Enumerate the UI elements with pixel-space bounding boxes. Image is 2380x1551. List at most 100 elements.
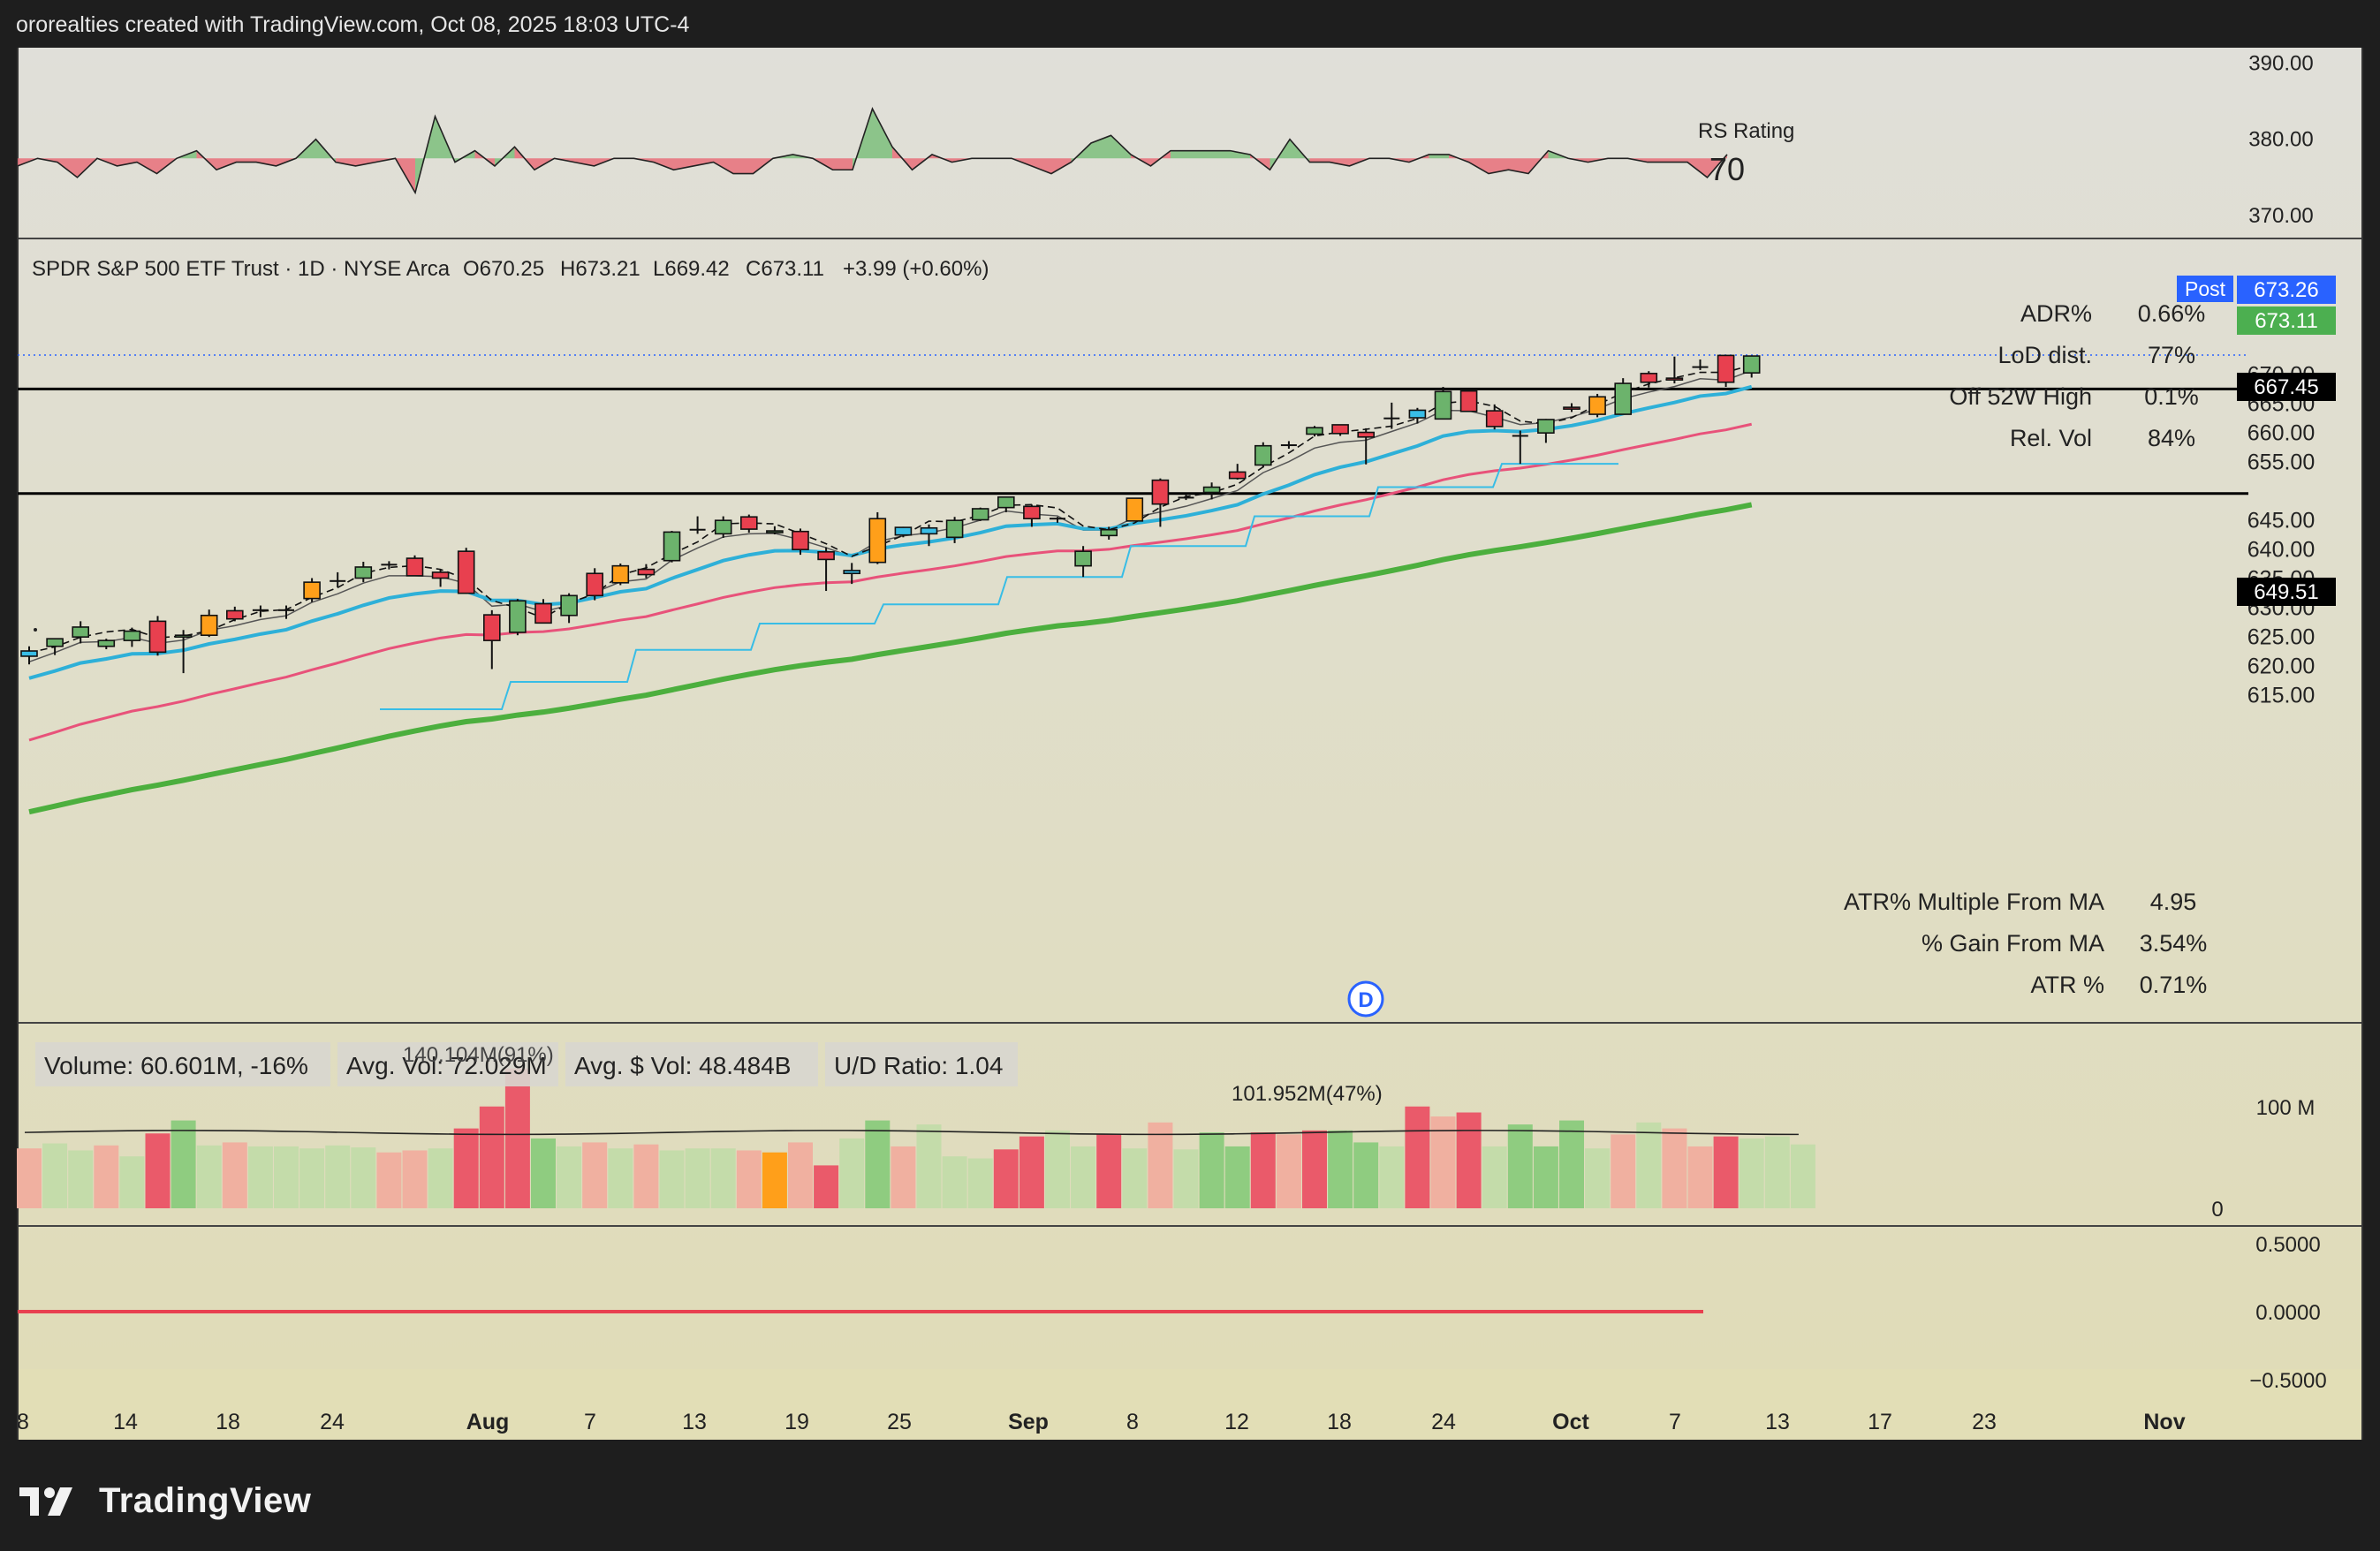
post-tag-label: Post: [2185, 277, 2226, 300]
oscillator-y-tick-label: 0.0000: [2255, 1301, 2320, 1325]
volume-bar: [196, 1145, 222, 1208]
rs-fill-segment: [654, 158, 674, 170]
volume-bar: [1019, 1136, 1044, 1208]
candle-body: [1126, 497, 1144, 522]
rs-fill-segment: [1309, 158, 1330, 163]
volume-bar: [1687, 1146, 1713, 1208]
time-axis-label: Nov: [2143, 1410, 2185, 1434]
candle-doji: [1050, 518, 1065, 520]
axis-price-label: 667.45: [2254, 375, 2318, 399]
candle-body: [303, 581, 321, 600]
price-y-tick-label: 640.00: [2247, 538, 2315, 563]
rs-fill-segment: [872, 109, 892, 159]
price-legend-item: SPDR S&P 500 ETF Trust · 1D · NYSE Arca: [32, 257, 451, 281]
axis-price-label-bg: [2237, 373, 2336, 401]
candle-body: [1742, 355, 1761, 374]
volume-bar: [1122, 1148, 1148, 1208]
volume-bar: [531, 1138, 556, 1208]
price-y-tick-label: 645.00: [2247, 509, 2315, 533]
candle-body: [920, 526, 938, 535]
volume-stat-box: [35, 1042, 330, 1086]
rs-fill-segment: [1667, 158, 1687, 163]
rs-fill-segment: [733, 158, 754, 174]
candle-body: [1254, 444, 1272, 466]
post-tag-bg: [2177, 276, 2233, 302]
volume-bar: [1611, 1134, 1636, 1208]
rs-fill-segment: [137, 158, 157, 174]
oscillator-y-tick-label: −0.5000: [2249, 1369, 2326, 1393]
candle-doji: [1280, 444, 1297, 447]
time-axis-label: 24: [1431, 1410, 1456, 1434]
volume-bar: [222, 1142, 247, 1208]
candle-body: [509, 600, 527, 633]
candle-body: [1588, 396, 1606, 415]
volume-bar: [710, 1148, 736, 1208]
stat-value: 4.95: [2150, 889, 2197, 915]
candle-body: [457, 550, 475, 594]
rs-fill-segment: [1648, 158, 1668, 163]
dividend-marker: [1347, 980, 1384, 1018]
tradingview-logo-icon: [19, 1487, 72, 1516]
volume-bar: [1096, 1134, 1122, 1208]
volume-bar: [171, 1120, 196, 1208]
volume-bar: [1507, 1124, 1533, 1208]
price-legend-item: H673.21: [560, 257, 640, 281]
volume-bar: [633, 1144, 659, 1208]
candle-body: [894, 526, 913, 536]
candle-body: [1151, 479, 1170, 505]
candle-body: [586, 572, 604, 597]
stat-value: 0.71%: [2140, 972, 2208, 998]
chart-background: [18, 48, 2362, 1369]
volume-bar: [736, 1150, 762, 1208]
rs-fill-segment: [1429, 154, 1449, 159]
volume-bar: [299, 1148, 325, 1208]
rs-fill-segment: [694, 158, 714, 166]
candle-body: [766, 530, 784, 533]
volume-bar: [1790, 1144, 1815, 1208]
time-axis-label: 17: [1868, 1410, 1892, 1434]
volume-bar: [94, 1145, 119, 1208]
volume-bar: [557, 1146, 582, 1208]
candle-doji: [1512, 435, 1528, 437]
price-legend-item: C673.11: [746, 257, 824, 281]
candle-body: [1331, 424, 1349, 435]
rs-fill-segment: [1489, 158, 1509, 174]
candle-body: [739, 516, 758, 530]
candle-body: [663, 531, 681, 562]
candle-body: [46, 638, 64, 647]
rs-fill-segment: [713, 158, 733, 174]
stat-label: Rel. Vol: [2010, 425, 2092, 451]
volume-bar: [1533, 1146, 1558, 1208]
volume-bar: [453, 1128, 479, 1208]
volume-bar: [1430, 1116, 1456, 1208]
candle-body: [148, 620, 167, 654]
stat-value: 77%: [2148, 342, 2195, 368]
tradingview-logo[interactable]: TradingView: [18, 1477, 311, 1525]
volume-bar: [993, 1149, 1019, 1208]
axis-price-label-bg: [2237, 578, 2336, 606]
candle-body: [225, 609, 244, 620]
candle-body: [637, 568, 656, 576]
volume-bar: [1173, 1149, 1199, 1208]
candle-doji: [1178, 496, 1194, 499]
volume-bar: [1764, 1136, 1790, 1208]
rs-rating-value: 70: [1709, 151, 1745, 187]
rs-y-tick-label: 380.00: [2248, 128, 2313, 152]
axis-price-label-bg: [2237, 276, 2336, 304]
candle-body: [1485, 410, 1504, 427]
volume-bar: [1559, 1120, 1584, 1208]
candle-body: [714, 519, 732, 535]
volume-bar: [428, 1148, 453, 1208]
price-y-tick-label: 615.00: [2247, 684, 2315, 708]
time-axis-label: 18: [216, 1410, 240, 1434]
volume-bar: [814, 1165, 839, 1208]
rs-fill-segment: [1210, 150, 1231, 159]
candle-body: [406, 557, 424, 577]
time-axis-background: [18, 1369, 2362, 1440]
rs-fill-segment: [832, 158, 853, 170]
volume-bar: [247, 1146, 273, 1208]
price-y-tick-label: 620.00: [2247, 654, 2315, 679]
time-axis-label: 7: [1669, 1410, 1681, 1434]
candle-body: [20, 650, 38, 657]
